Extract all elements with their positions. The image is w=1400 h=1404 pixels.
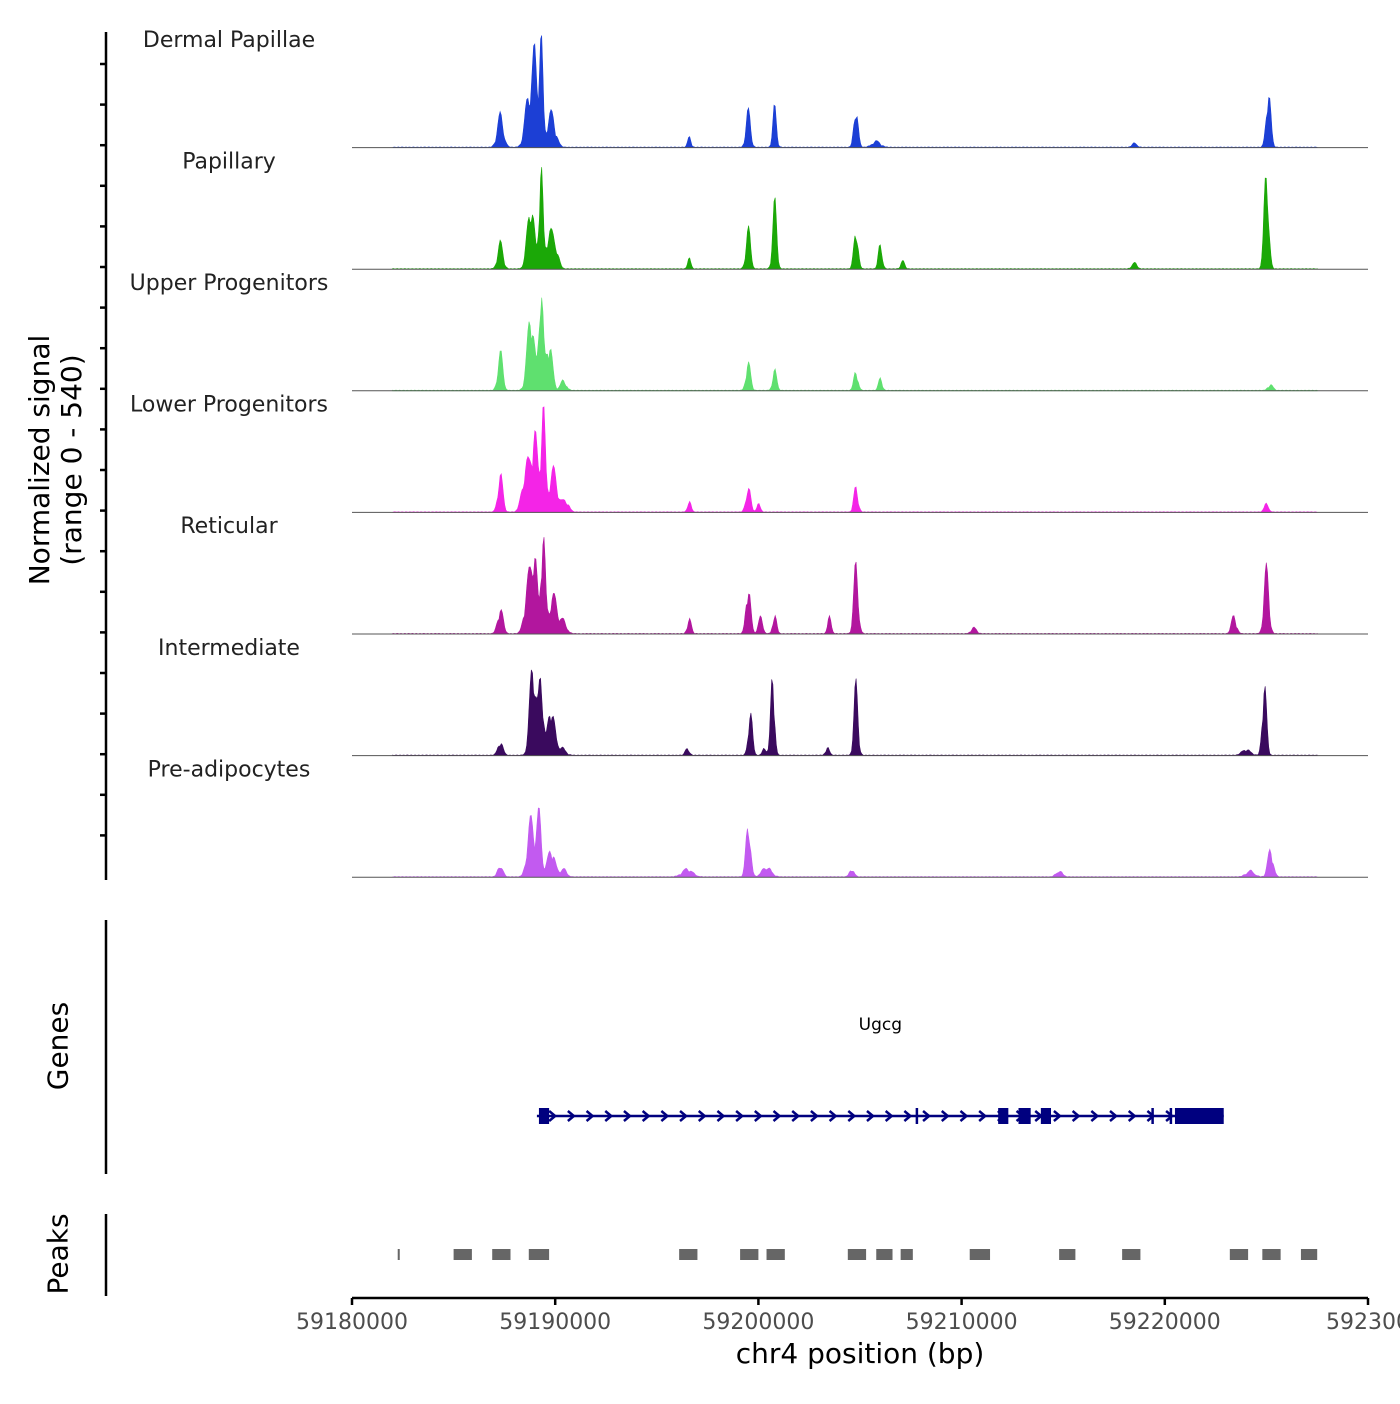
track-label-5: Intermediate xyxy=(158,636,300,661)
coverage-area-5 xyxy=(392,669,1318,756)
peak-region xyxy=(1262,1249,1281,1260)
strand-arrow xyxy=(716,1110,726,1122)
strand-arrow xyxy=(697,1110,707,1122)
gene-exon xyxy=(998,1108,1009,1124)
gene-exon xyxy=(1174,1108,1224,1124)
gene-exon xyxy=(1040,1108,1052,1124)
coverage-area-6 xyxy=(392,807,1318,878)
peak-region xyxy=(1229,1249,1249,1260)
track-label-2: Upper Progenitors xyxy=(130,271,329,296)
strand-arrow xyxy=(1109,1110,1118,1122)
coverage-area-1 xyxy=(392,167,1318,270)
x-tick-label: 59200000 xyxy=(702,1310,814,1335)
x-tick-label: 59180000 xyxy=(296,1310,408,1335)
strand-arrow xyxy=(959,1110,969,1122)
x-tick-label: 592300 xyxy=(1326,1310,1400,1335)
strand-arrow xyxy=(1127,1110,1137,1122)
strand-arrow xyxy=(735,1110,745,1122)
coverage-area-0 xyxy=(392,35,1318,148)
strand-arrow xyxy=(548,1110,558,1122)
peak-region xyxy=(1300,1249,1318,1260)
x-tick-label: 59220000 xyxy=(1109,1310,1221,1335)
strand-arrow xyxy=(567,1110,576,1122)
strand-arrow xyxy=(623,1110,632,1122)
peak-region xyxy=(679,1249,698,1260)
strand-arrow xyxy=(791,1110,801,1122)
genes-label-text: Genes xyxy=(41,1001,75,1091)
strand-arrow xyxy=(1071,1110,1081,1122)
coverage-area-3 xyxy=(392,406,1318,513)
strand-arrow xyxy=(978,1110,988,1122)
strand-arrow xyxy=(940,1110,950,1122)
peaks-label-text: Peaks xyxy=(41,1213,75,1295)
peak-region xyxy=(766,1249,785,1260)
peak-region xyxy=(1059,1249,1076,1260)
coverage-area-2 xyxy=(392,297,1318,392)
strand-arrow xyxy=(847,1110,857,1122)
strand-arrow xyxy=(884,1110,894,1122)
strand-arrow xyxy=(754,1110,763,1122)
strand-arrow xyxy=(903,1110,913,1122)
gene-exon xyxy=(1018,1108,1031,1124)
x-tick-label: 59190000 xyxy=(499,1310,611,1335)
strand-arrow xyxy=(679,1110,688,1122)
strand-arrow xyxy=(604,1110,614,1122)
track-label-1: Papillary xyxy=(182,149,276,174)
peak-region xyxy=(876,1249,893,1260)
peak-region xyxy=(900,1249,913,1260)
track-label-6: Pre-adipocytes xyxy=(148,757,311,782)
gene-name-label: Ugcg xyxy=(859,1015,902,1035)
y-axis-range: (range 0 - 540) xyxy=(55,354,88,566)
y-axis-title: Normalized signal xyxy=(23,334,56,586)
gene-exon xyxy=(538,1108,550,1124)
peak-region xyxy=(528,1249,550,1260)
x-tick-label: 59210000 xyxy=(906,1310,1018,1335)
peak-region xyxy=(453,1249,472,1260)
peak-region xyxy=(740,1249,759,1260)
strand-arrow xyxy=(585,1110,595,1122)
track-label-3: Lower Progenitors xyxy=(130,393,328,418)
track-label-4: Reticular xyxy=(180,514,278,539)
strand-arrow xyxy=(641,1110,651,1122)
strand-arrow xyxy=(660,1110,670,1122)
strand-arrow xyxy=(922,1110,932,1122)
x-axis-title: chr4 position (bp) xyxy=(736,1337,985,1370)
strand-arrow xyxy=(772,1110,782,1122)
peak-region xyxy=(969,1249,991,1260)
strand-arrow xyxy=(828,1110,838,1122)
peak-region xyxy=(847,1249,867,1260)
peak-region xyxy=(397,1249,400,1260)
coverage-area-4 xyxy=(392,537,1318,635)
peak-region xyxy=(492,1249,511,1260)
track-label-0: Dermal Papillae xyxy=(143,28,315,53)
strand-arrow xyxy=(1090,1110,1100,1122)
strand-arrow xyxy=(866,1110,875,1122)
strand-arrow xyxy=(1053,1110,1062,1122)
peak-region xyxy=(1122,1249,1141,1260)
strand-arrow xyxy=(810,1110,819,1122)
